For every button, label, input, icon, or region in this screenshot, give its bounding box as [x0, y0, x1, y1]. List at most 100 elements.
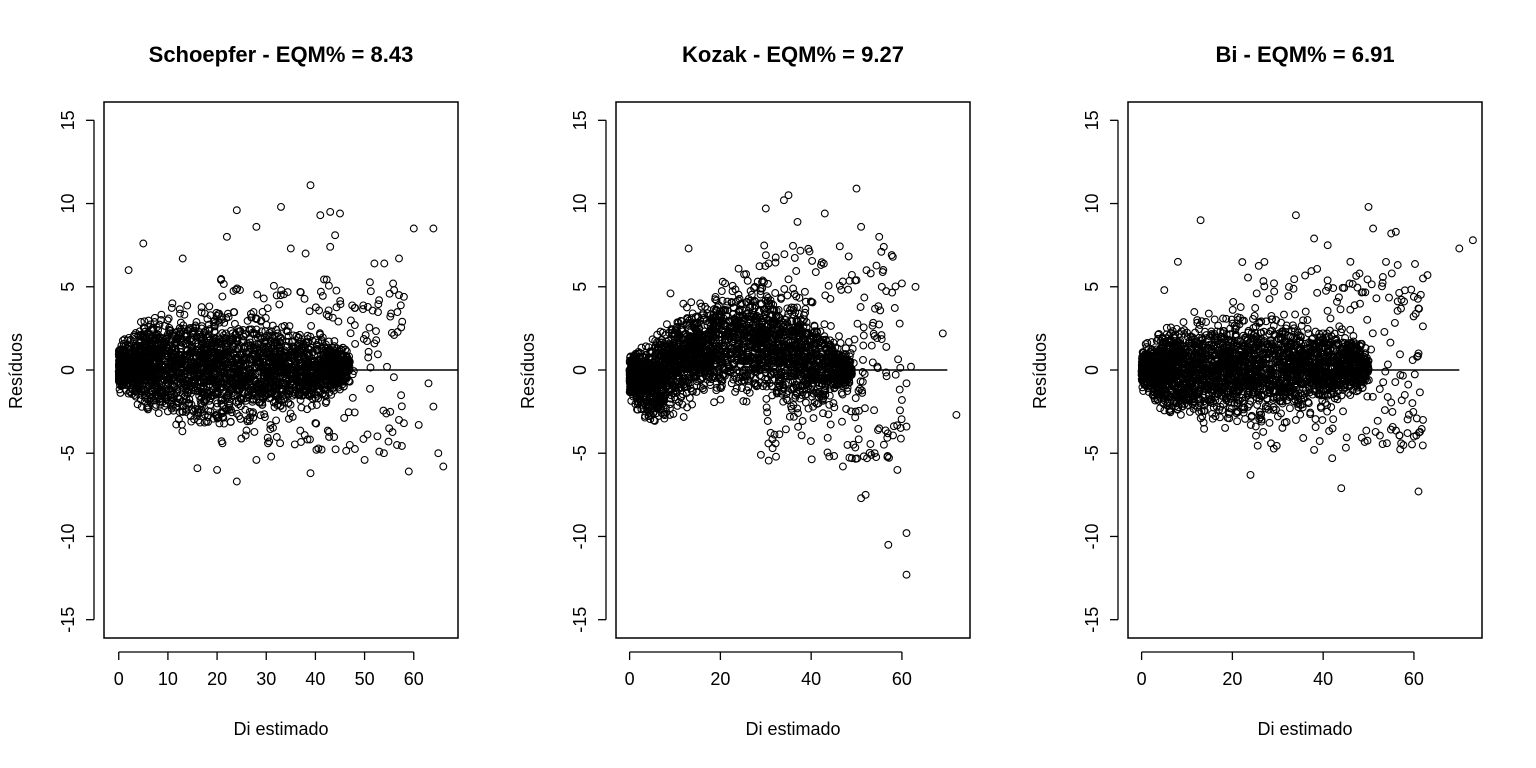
- data-point: [341, 345, 350, 354]
- plot-title: Kozak - EQM% = 9.27: [682, 42, 904, 67]
- data-point: [205, 302, 214, 311]
- y-tick-label: 0: [58, 365, 78, 375]
- data-point: [284, 332, 293, 340]
- outlier-point: [306, 181, 315, 190]
- data-point: [835, 332, 843, 341]
- data-point: [385, 289, 394, 298]
- panel-kozak: Kozak - EQM% = 9.27 Di estimado Resíduos…: [518, 42, 971, 739]
- y-tick-label: 10: [58, 194, 78, 214]
- data-point: [384, 437, 393, 446]
- outlier-point: [429, 224, 438, 233]
- data-point: [710, 398, 719, 407]
- data-point: [175, 408, 184, 416]
- outlier-point: [213, 465, 222, 474]
- data-point: [330, 337, 339, 346]
- data-point: [763, 408, 772, 417]
- y-tick-label: -15: [58, 607, 78, 633]
- data-point: [826, 322, 835, 330]
- data-point: [175, 305, 184, 314]
- data-point: [346, 316, 355, 325]
- data-point: [331, 445, 340, 454]
- data-point: [275, 300, 284, 309]
- data-point: [373, 432, 382, 441]
- data-point: [183, 301, 192, 310]
- data-point: [297, 403, 306, 412]
- data-point: [192, 318, 201, 326]
- outlier-point: [360, 455, 369, 464]
- outlier-point: [139, 239, 148, 248]
- scatter-points: [625, 184, 961, 579]
- data-point: [393, 308, 402, 317]
- data-point: [197, 308, 206, 317]
- outlier-point: [124, 266, 133, 275]
- y-axis-title: Resíduos: [6, 333, 26, 409]
- data-point: [205, 326, 214, 335]
- data-point: [194, 416, 203, 425]
- data-point: [164, 314, 173, 323]
- outlier-point: [414, 420, 423, 429]
- data-point: [260, 410, 269, 419]
- scatter-points: [114, 181, 448, 486]
- x-tick-label: 50: [355, 669, 375, 689]
- data-point: [312, 401, 321, 409]
- outlier-point: [380, 259, 389, 268]
- x-axis-title: Di estimado: [745, 719, 840, 739]
- data-point: [386, 407, 395, 416]
- data-point: [327, 390, 336, 399]
- outlier-point: [193, 464, 202, 473]
- data-point: [297, 438, 305, 446]
- data-point: [318, 291, 327, 300]
- data-point: [305, 307, 314, 316]
- data-point: [230, 319, 239, 328]
- data-point: [379, 449, 388, 458]
- outlier-point: [331, 231, 340, 240]
- outlier-point: [424, 379, 433, 388]
- data-point: [140, 324, 149, 332]
- plot-title: Schoepfer - EQM% = 8.43: [149, 42, 414, 67]
- data-point: [180, 310, 189, 319]
- data-point: [365, 323, 374, 332]
- data-point: [286, 400, 295, 409]
- data-point: [372, 327, 380, 336]
- data-point: [245, 407, 254, 416]
- outlier-point: [395, 415, 403, 424]
- outlier-point: [439, 462, 448, 471]
- outlier-point: [370, 259, 379, 268]
- data-point: [250, 427, 259, 436]
- outlier-point: [232, 206, 241, 215]
- outlier-point: [252, 222, 261, 231]
- x-tick-label: 60: [404, 669, 424, 689]
- data-point: [176, 309, 184, 318]
- data-point: [396, 301, 405, 310]
- outlier-point: [277, 202, 285, 211]
- data-point: [351, 339, 360, 348]
- x-tick-label: 20: [207, 669, 227, 689]
- data-point: [334, 317, 343, 326]
- data-point: [154, 409, 163, 418]
- data-point: [218, 412, 227, 421]
- x-tick-label: 30: [256, 669, 276, 689]
- data-point: [178, 427, 187, 436]
- data-point: [399, 419, 408, 428]
- data-point: [256, 411, 265, 420]
- data-point: [226, 418, 235, 426]
- outlier-point: [286, 244, 295, 253]
- data-point: [272, 416, 281, 425]
- outlier-point: [409, 224, 418, 233]
- outlier-point: [434, 449, 443, 458]
- data-point: [389, 279, 398, 288]
- data-point: [197, 303, 206, 312]
- data-point: [144, 316, 153, 325]
- outlier-point: [301, 249, 310, 258]
- data-point: [373, 350, 382, 359]
- data-point: [156, 400, 165, 409]
- outlier-point: [232, 477, 241, 486]
- data-point: [322, 310, 331, 319]
- outlier-point: [252, 455, 261, 464]
- data-point: [366, 384, 374, 393]
- outlier-point: [326, 207, 335, 216]
- data-point: [346, 329, 355, 338]
- panel-schoepfer: Schoepfer - EQM% = 8.43 Di estimado Resí…: [6, 42, 459, 739]
- outlier-point: [178, 254, 187, 263]
